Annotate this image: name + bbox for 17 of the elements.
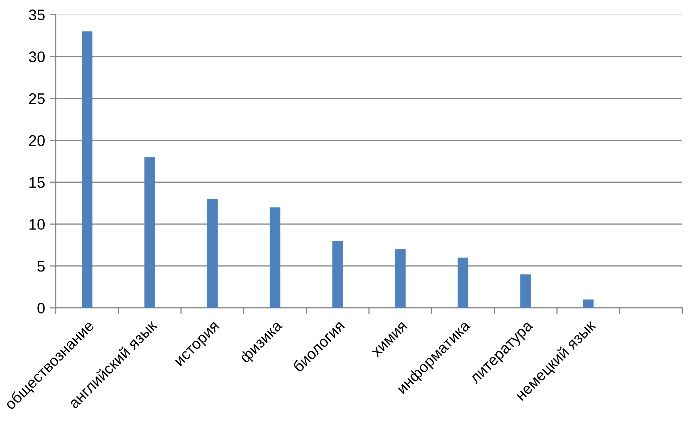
bar [458,258,469,308]
y-tick-label: 20 [29,135,45,146]
bar [332,241,344,308]
y-tick-label: 30 [29,52,45,62]
bar [144,157,156,308]
y-tick-label: 25 [29,94,45,104]
bar [82,32,93,308]
y-tick-label: 10 [30,219,45,230]
y-tick-label: 5 [38,261,45,272]
bar [583,300,594,308]
y-tick-label: 35 [29,10,45,21]
bar [395,249,406,308]
bar [270,208,281,308]
bar [520,274,532,308]
bar [207,199,218,308]
y-tick-label: 15 [30,177,45,188]
y-tick-label: 0 [38,302,45,314]
